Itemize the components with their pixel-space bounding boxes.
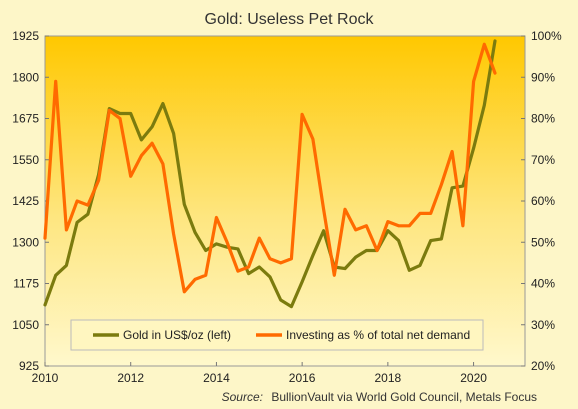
right-tick-label: 100% [531,29,562,43]
left-axis: 925 1050 1175 1300 1425 1550 1675 1800 1925 [12,29,49,373]
plot-area [44,35,526,367]
left-tick-label: 1175 [13,277,39,291]
left-tick-label: 925 [19,359,39,373]
right-tick-label: 40% [531,277,555,291]
right-tick-label: 60% [531,194,555,208]
right-tick-label: 50% [531,235,555,249]
legend-label-gold: Gold in US$/oz (left) [123,328,231,342]
right-axis: 20% 30% 40% 50% 60% 70% 80% 90% 100% [521,29,562,373]
source-text: BullionVault via World Gold Council, Met… [271,390,537,404]
right-tick-label: 20% [531,359,555,373]
x-axis: 2010 2012 2014 2016 2018 2020 [32,362,487,385]
left-tick-label: 1675 [12,112,39,126]
source-label: Source: [222,390,263,404]
legend: Gold in US$/oz (left) Investing as % of … [70,319,484,351]
series-line-gold [43,39,497,309]
right-tick-label: 90% [531,70,555,84]
right-tick-label: 70% [531,153,555,167]
x-tick-label: 2016 [289,371,316,385]
legend-label-investing: Investing as % of total net demand [286,328,470,342]
left-tick-label: 1550 [12,153,39,167]
right-tick-label: 30% [531,318,555,332]
series-layer [43,39,497,309]
series-line-investing [43,42,497,294]
x-tick-label: 2012 [117,371,144,385]
x-tick-label: 2010 [32,371,59,385]
left-tick-label: 1925 [12,29,39,43]
x-tick-label: 2018 [375,371,402,385]
x-tick-label: 2014 [203,371,230,385]
left-tick-label: 1300 [12,235,39,249]
chart-source: Source: BullionVault via World Gold Coun… [222,390,537,404]
left-tick-label: 1800 [12,70,39,84]
left-tick-label: 1050 [12,318,39,332]
left-tick-label: 1425 [12,194,39,208]
right-tick-label: 80% [531,112,555,126]
chart-title: Gold: Useless Pet Rock [205,11,375,28]
x-tick-label: 2020 [460,371,487,385]
